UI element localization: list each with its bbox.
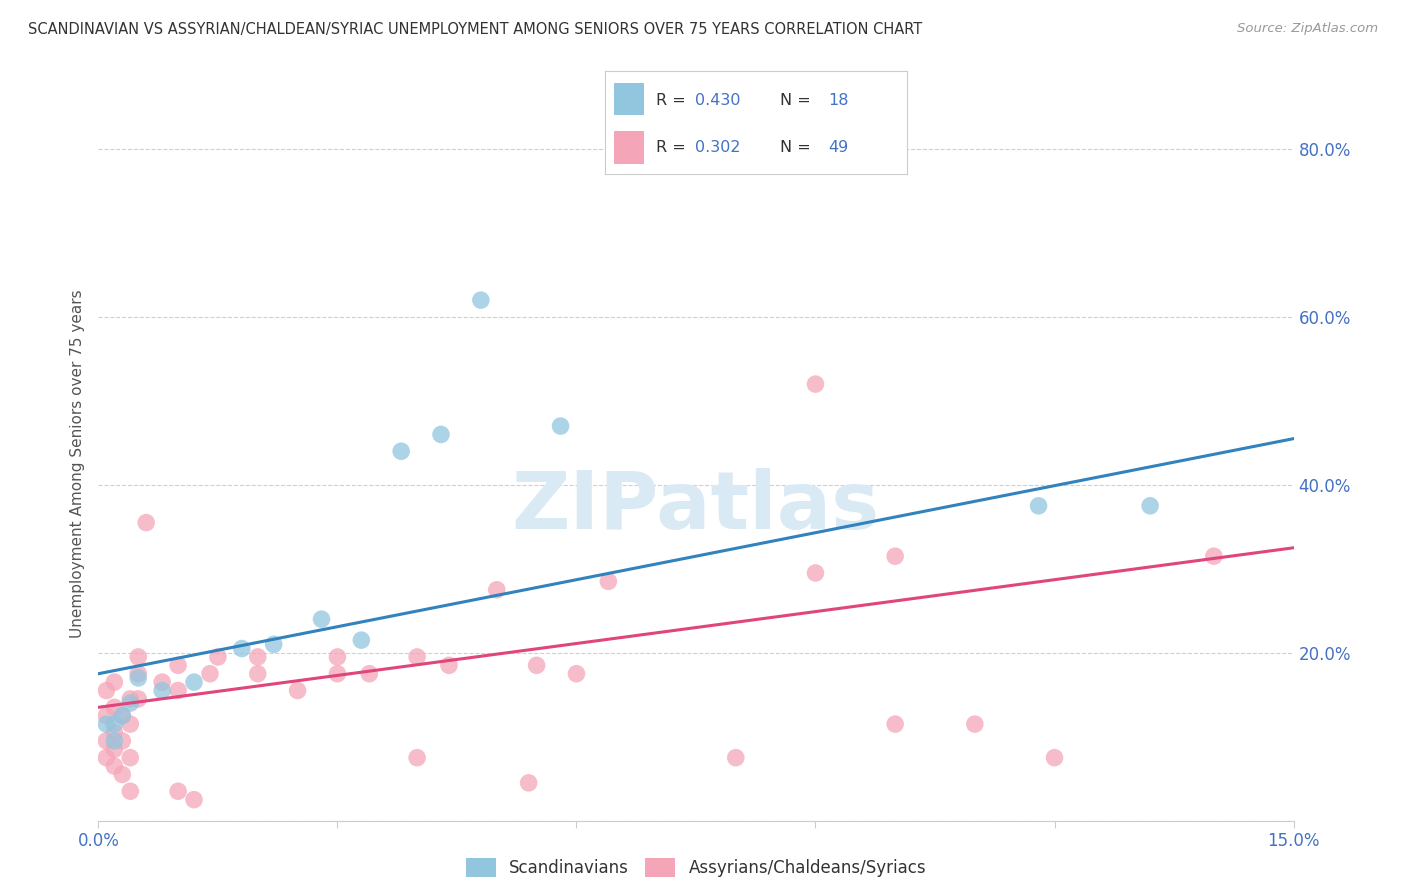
FancyBboxPatch shape — [613, 131, 644, 163]
Point — [103, 700, 125, 714]
Text: 49: 49 — [828, 140, 849, 155]
Point — [150, 683, 173, 698]
Point — [103, 717, 125, 731]
Point — [389, 444, 412, 458]
Point — [135, 516, 157, 530]
Point — [96, 717, 118, 731]
Point — [167, 658, 190, 673]
Point — [311, 612, 333, 626]
Point — [804, 377, 827, 392]
Point — [103, 725, 125, 739]
Point — [350, 633, 373, 648]
FancyBboxPatch shape — [613, 83, 644, 115]
Point — [565, 666, 588, 681]
Point — [111, 734, 134, 748]
Text: N =: N = — [780, 93, 815, 108]
Text: SCANDINAVIAN VS ASSYRIAN/CHALDEAN/SYRIAC UNEMPLOYMENT AMONG SENIORS OVER 75 YEAR: SCANDINAVIAN VS ASSYRIAN/CHALDEAN/SYRIAC… — [28, 22, 922, 37]
Text: 0.302: 0.302 — [696, 140, 741, 155]
Point — [167, 683, 190, 698]
Point — [120, 750, 142, 764]
Legend: Scandinavians, Assyrians/Chaldeans/Syriacs: Scandinavians, Assyrians/Chaldeans/Syria… — [458, 851, 934, 884]
Point — [127, 649, 149, 664]
Point — [103, 742, 125, 756]
Point — [127, 671, 149, 685]
Point — [103, 675, 125, 690]
Point — [167, 784, 190, 798]
Point — [406, 649, 429, 664]
Point — [1139, 499, 1161, 513]
Text: 18: 18 — [828, 93, 849, 108]
Point — [1202, 549, 1225, 564]
Point — [111, 708, 134, 723]
Point — [96, 708, 118, 723]
Point — [183, 792, 205, 806]
Point — [183, 675, 205, 690]
Point — [127, 666, 149, 681]
Point — [127, 692, 149, 706]
Point — [231, 641, 253, 656]
Point — [1028, 499, 1050, 513]
Point — [96, 734, 118, 748]
Point — [326, 666, 349, 681]
Text: N =: N = — [780, 140, 815, 155]
Point — [96, 683, 118, 698]
Point — [359, 666, 381, 681]
Y-axis label: Unemployment Among Seniors over 75 years: Unemployment Among Seniors over 75 years — [70, 290, 86, 638]
Point — [550, 419, 572, 434]
Point — [287, 683, 309, 698]
Point — [111, 708, 134, 723]
Point — [430, 427, 453, 442]
Point — [1043, 750, 1066, 764]
Point — [406, 750, 429, 764]
Point — [207, 649, 229, 664]
Point — [120, 696, 142, 710]
Point — [326, 649, 349, 664]
Point — [246, 666, 269, 681]
Point — [120, 692, 142, 706]
Point — [246, 649, 269, 664]
Text: R =: R = — [657, 140, 690, 155]
Point — [111, 767, 134, 781]
Point — [437, 658, 460, 673]
Point — [963, 717, 986, 731]
Text: Source: ZipAtlas.com: Source: ZipAtlas.com — [1237, 22, 1378, 36]
Point — [263, 637, 285, 651]
Point — [884, 717, 907, 731]
Point — [470, 293, 492, 307]
Text: ZIPatlas: ZIPatlas — [512, 467, 880, 546]
Point — [150, 675, 173, 690]
Point — [198, 666, 221, 681]
Point — [804, 566, 827, 580]
Point — [598, 574, 620, 589]
Point — [884, 549, 907, 564]
Point — [120, 784, 142, 798]
Point — [526, 658, 548, 673]
Point — [103, 759, 125, 773]
Point — [103, 734, 125, 748]
Point — [485, 582, 508, 597]
Point — [120, 717, 142, 731]
Text: R =: R = — [657, 93, 690, 108]
Point — [517, 776, 540, 790]
Point — [96, 750, 118, 764]
Point — [724, 750, 747, 764]
Text: 0.430: 0.430 — [696, 93, 741, 108]
